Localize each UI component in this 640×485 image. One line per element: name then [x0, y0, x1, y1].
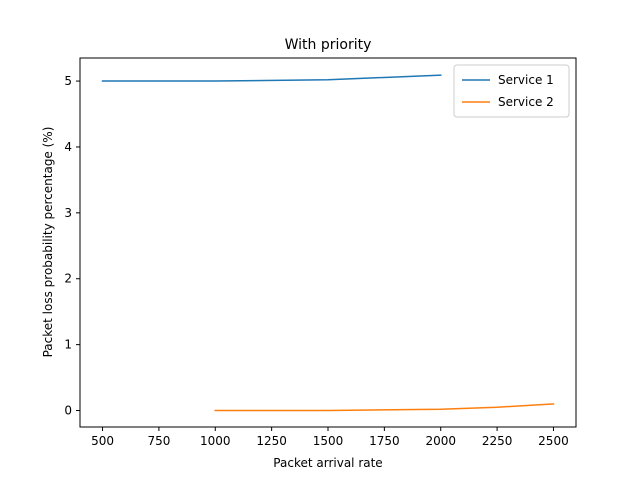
legend-label-2: Service 2: [498, 95, 554, 109]
x-tick-label: 1250: [256, 434, 287, 448]
x-tick-label: 2000: [425, 434, 456, 448]
x-tick-label: 750: [147, 434, 170, 448]
x-tick-label: 1500: [313, 434, 344, 448]
series-line-1: [101, 74, 442, 82]
x-tick-label: 1750: [369, 434, 400, 448]
x-tick-label: 1000: [200, 434, 231, 448]
legend-label-1: Service 1: [498, 73, 554, 87]
y-tick-label: 0: [64, 404, 72, 418]
y-tick-label: 3: [64, 206, 72, 220]
x-axis: 500 750 1000 1250 1500 1750 2000 2250 2500: [91, 427, 569, 448]
y-tick-label: 5: [64, 74, 72, 88]
y-axis: 0 1 2 3 4 5: [64, 74, 80, 418]
x-tick-label: 2500: [538, 434, 569, 448]
legend: Service 1 Service 2: [453, 64, 570, 118]
y-axis-label: Packet loss probability percentage (%): [41, 127, 55, 358]
plot-area: [101, 74, 555, 412]
y-tick-label: 4: [64, 140, 72, 154]
legend-box: [453, 64, 570, 118]
chart-title: With priority: [285, 37, 372, 53]
y-tick-label: 2: [64, 272, 72, 286]
series-line-2: [214, 403, 555, 412]
x-tick-label: 2250: [482, 434, 513, 448]
x-axis-label: Packet arrival rate: [273, 456, 382, 470]
x-tick-label: 500: [91, 434, 114, 448]
y-tick-label: 1: [64, 338, 72, 352]
